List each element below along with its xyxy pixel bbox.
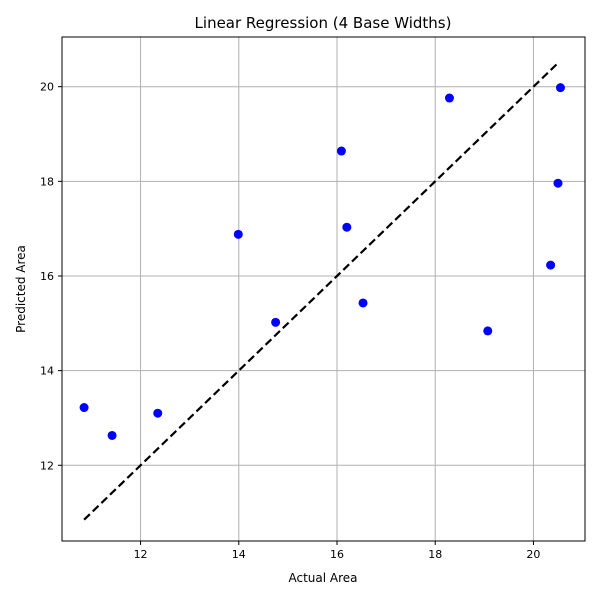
data-point [107,430,117,440]
grid [62,37,585,541]
y-tick-label: 14 [40,365,54,378]
regression-line-layer [83,62,559,521]
y-tick-label: 12 [40,459,54,472]
regression-line [83,62,559,521]
y-tick-label: 16 [40,270,54,283]
x-tick-label: 16 [330,548,344,561]
x-tick-label: 14 [232,548,246,561]
x-tick-label: 20 [526,548,540,561]
chart-title: Linear Regression (4 Base Widths) [195,14,452,32]
y-axis-ticks: 12 14 16 18 20 [40,81,62,472]
data-point [546,260,556,270]
data-points [79,83,565,440]
data-point [483,326,493,336]
data-point [153,408,163,418]
x-axis-label: Actual Area [288,571,357,585]
y-tick-label: 20 [40,81,54,94]
data-point [553,178,563,188]
data-point [336,146,346,156]
data-point [358,298,368,308]
plot-frame [61,36,586,542]
x-tick-label: 18 [428,548,442,561]
data-point [271,317,281,327]
data-point [233,229,243,239]
data-point [342,222,352,232]
data-point [444,93,454,103]
data-point [555,83,565,93]
y-tick-label: 18 [40,175,54,188]
y-axis-label: Predicted Area [14,245,28,333]
x-tick-label: 12 [134,548,148,561]
x-axis-ticks: 12 14 16 18 20 [134,541,540,561]
data-point [79,403,89,413]
